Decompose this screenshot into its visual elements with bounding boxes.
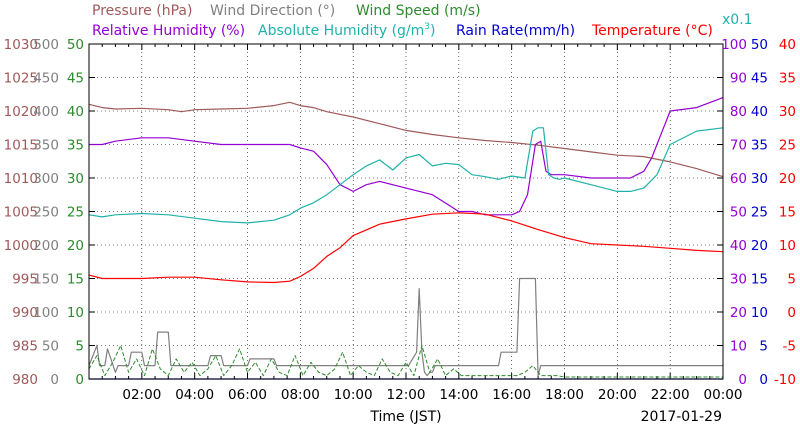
y-tick-label-wind-direction: 100 <box>33 305 59 321</box>
y-tick-label-rain-rate: 45 <box>751 71 768 87</box>
y-tick-label-pressure: 1005 <box>4 205 38 221</box>
series-absolute-humidity-g-m3 <box>88 127 724 224</box>
legend-pressure: Pressure (hPa) <box>92 3 192 19</box>
y-tick-label-rain-rate: 30 <box>751 171 768 187</box>
y-tick-label-pressure: 1020 <box>4 104 38 120</box>
y-tick-label-wind-direction: 450 <box>33 71 59 87</box>
x-tick-label: 20:00 <box>598 387 637 403</box>
y-tick-label-relative-humidity: 70 <box>730 138 747 154</box>
y-tick-label-relative-humidity: 50 <box>730 205 747 221</box>
y-tick-label-wind-direction: 50 <box>42 339 59 355</box>
y-tick-label-relative-humidity: 20 <box>730 305 747 321</box>
x-axis-labels: 02:00 04:00 06:00 08:00 10:00 12:00 14:00 16:00… <box>122 387 742 403</box>
x-tick-label: 10:00 <box>334 387 373 403</box>
y-tick-label-wind-speed: 15 <box>67 272 84 288</box>
x-tick-label: 18:00 <box>545 387 584 403</box>
x-tick-label: 12:00 <box>387 387 426 403</box>
x-tick-label: 04:00 <box>175 387 214 403</box>
y-tick-label-wind-speed: 45 <box>67 71 84 87</box>
y-tick-label-relative-humidity: 0 <box>738 372 747 388</box>
y-tick-label-rain-rate: 35 <box>751 138 768 154</box>
y-tick-label-temperature: 20 <box>779 171 796 187</box>
y-tick-label-temperature: 30 <box>779 104 796 120</box>
y-tick-label-pressure: 995 <box>12 272 38 288</box>
y-tick-label-wind-speed: 10 <box>67 305 84 321</box>
plot-frame <box>88 43 724 380</box>
series-relative-humidity <box>89 97 724 216</box>
x-tick-label: 00:00 <box>704 387 743 403</box>
y-tick-label-temperature: 35 <box>779 71 796 87</box>
y-tick-label-relative-humidity: 80 <box>730 104 747 120</box>
y-tick-label-wind-direction: 150 <box>33 272 59 288</box>
series-temperature-c <box>88 212 724 284</box>
y-tick-label-wind-direction: 250 <box>33 205 59 221</box>
x-axis-title: Time (JST) <box>369 409 441 425</box>
y-tick-label-temperature: -5 <box>783 339 796 355</box>
y-axis-labels: 1030102510201015101010051000995990985980… <box>4 37 796 388</box>
legend-absolute-humidity: Absolute Humidity (g/m3) <box>258 22 435 39</box>
y-tick-label-rain-rate: 50 <box>751 37 768 53</box>
y-tick-label-relative-humidity: 40 <box>730 238 747 254</box>
y-tick-label-wind-direction: 0 <box>50 372 59 388</box>
legend-relative-humidity: Relative Humidity (%) <box>92 23 245 39</box>
y-tick-label-temperature: -10 <box>774 372 796 388</box>
series-wind-speed-m-s <box>88 345 723 378</box>
y-tick-label-wind-speed: 20 <box>67 238 84 254</box>
y-tick-label-temperature: 40 <box>779 37 796 53</box>
y-tick-label-rain-rate: 0 <box>759 372 768 388</box>
x-tick-label: 16:00 <box>492 387 531 403</box>
y-tick-label-wind-speed: 35 <box>67 138 84 154</box>
y-tick-label-temperature: 0 <box>787 305 796 321</box>
y-tick-label-pressure: 1015 <box>4 138 38 154</box>
y-tick-label-pressure: 985 <box>12 339 38 355</box>
series-pressure-hpa <box>88 101 724 178</box>
y-tick-label-pressure: 1000 <box>4 238 38 254</box>
y-tick-label-pressure: 1025 <box>4 71 38 87</box>
y-tick-label-relative-humidity: 90 <box>730 71 747 87</box>
y-tick-label-wind-speed: 40 <box>67 104 84 120</box>
y-tick-label-relative-humidity: 100 <box>721 37 747 53</box>
x-tick-label: 06:00 <box>228 387 267 403</box>
y-tick-label-wind-direction: 500 <box>33 37 59 53</box>
y-tick-label-rain-rate: 5 <box>759 339 768 355</box>
series-wind-direction <box>88 277 723 377</box>
y-tick-label-rain-rate: 20 <box>751 238 768 254</box>
y-tick-label-wind-direction: 400 <box>33 104 59 120</box>
y-tick-label-pressure: 990 <box>12 305 38 321</box>
y-tick-label-pressure: 1010 <box>4 171 38 187</box>
y-tick-label-relative-humidity: 10 <box>730 339 747 355</box>
chart-date: 2017-01-29 <box>641 409 722 425</box>
y-tick-label-wind-speed: 5 <box>75 339 84 355</box>
y-tick-label-wind-speed: 0 <box>75 372 84 388</box>
y-tick-label-wind-speed: 30 <box>67 171 84 187</box>
x-tick-label: 08:00 <box>281 387 320 403</box>
x-tick-label: 14:00 <box>439 387 478 403</box>
legend-scale-note: x0.1 <box>722 12 753 28</box>
y-tick-label-temperature: 15 <box>779 205 796 221</box>
legend-wind-speed: Wind Speed (m/s) <box>356 3 481 19</box>
y-tick-label-pressure: 980 <box>12 372 38 388</box>
legend-temperature: Temperature (°C) <box>591 23 713 39</box>
y-tick-label-wind-speed: 50 <box>67 37 84 53</box>
y-tick-label-rain-rate: 25 <box>751 205 768 221</box>
x-tick-label: 02:00 <box>122 387 161 403</box>
y-tick-label-wind-speed: 25 <box>67 205 84 221</box>
y-tick-label-temperature: 5 <box>787 272 796 288</box>
y-tick-label-relative-humidity: 30 <box>730 272 747 288</box>
y-tick-label-pressure: 1030 <box>4 37 38 53</box>
y-tick-label-wind-direction: 300 <box>33 171 59 187</box>
y-tick-label-temperature: 10 <box>779 238 796 254</box>
y-tick-label-wind-direction: 350 <box>33 138 59 154</box>
y-tick-label-relative-humidity: 60 <box>730 171 747 187</box>
y-tick-label-wind-direction: 200 <box>33 238 59 254</box>
y-tick-label-rain-rate: 40 <box>751 104 768 120</box>
legend-rain-rate: Rain Rate(mm/h) <box>456 23 575 39</box>
y-tick-label-rain-rate: 10 <box>751 305 768 321</box>
y-tick-label-rain-rate: 15 <box>751 272 768 288</box>
legend-wind-direction: Wind Direction (°) <box>210 3 335 19</box>
y-tick-label-temperature: 25 <box>779 138 796 154</box>
x-tick-label: 22:00 <box>651 387 690 403</box>
